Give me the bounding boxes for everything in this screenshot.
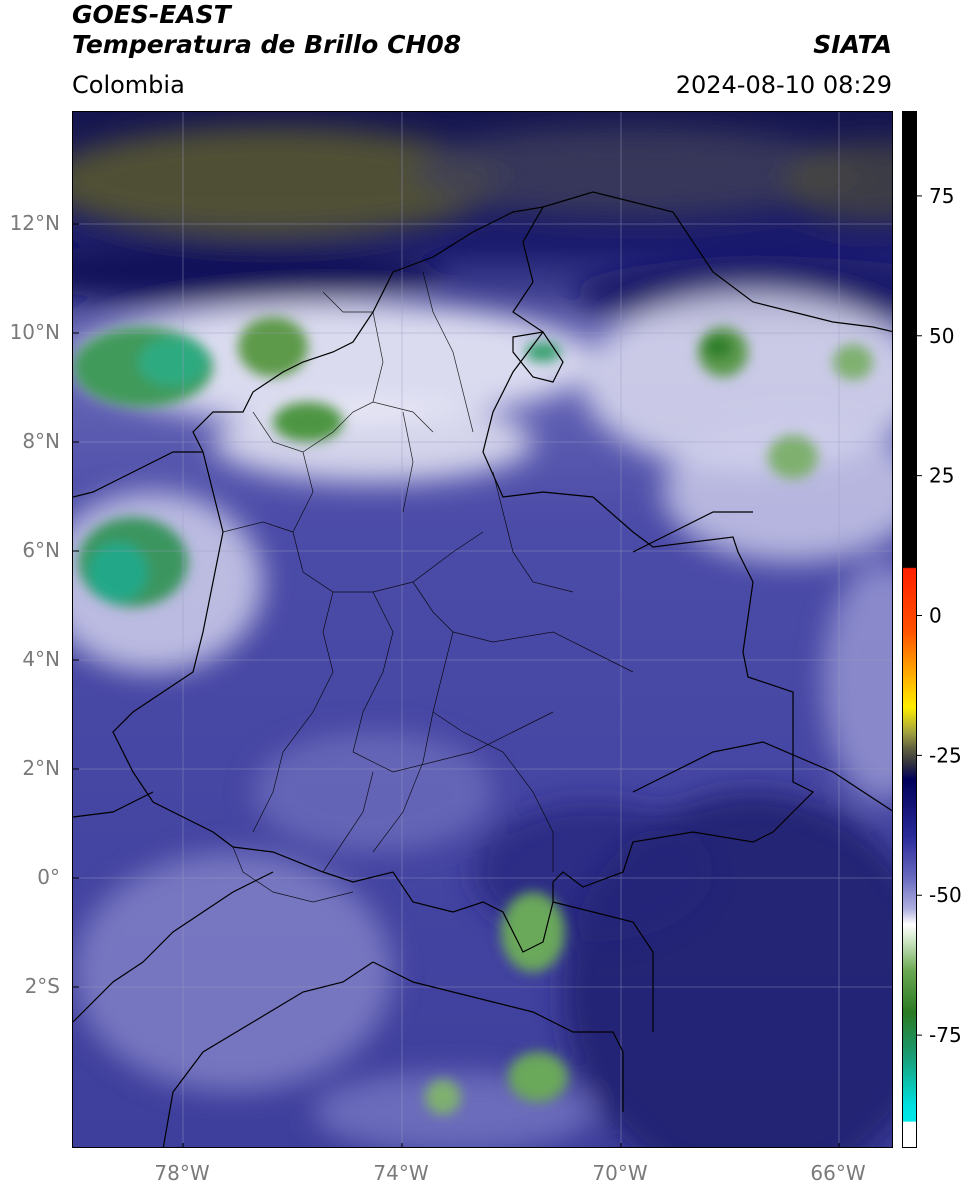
colorbar-tick-label: -75 [929,1023,962,1047]
colorbar-tick-label: 25 [929,464,954,488]
lon-label-66w: 66°W [810,1161,865,1185]
cloud-field [73,127,892,1147]
colorbar-tick-label: -50 [929,883,962,907]
region-label: Colombia [72,71,185,99]
title-satellite: GOES-EAST [72,0,231,29]
colorbar-tick-label: -25 [929,743,962,767]
lon-label-74w: 74°W [373,1161,428,1185]
organization-label: SIATA [813,30,892,59]
colorbar [902,111,917,1148]
title-product: Temperatura de Brillo CH08 [72,30,462,59]
map-canvas [73,112,892,1147]
frame-ticks [73,223,840,1147]
borders [73,191,892,1147]
lat-label-10n: 10°N [10,320,60,344]
graticule [73,112,892,1147]
convective-cores [73,317,873,1115]
colorbar-tick-label: 75 [929,184,954,208]
lat-label-4n: 4°N [22,647,60,671]
lat-label-6n: 6°N [22,538,60,562]
lat-label-0: 0° [37,865,60,889]
colorbar-tick-label: 50 [929,324,954,348]
colorbar-tick-label: 0 [929,604,942,628]
lat-label-8n: 8°N [22,429,60,453]
satellite-map[interactable] [72,111,893,1148]
lat-label-12n: 12°N [10,211,60,235]
lon-label-70w: 70°W [592,1161,647,1185]
department-borders [222,271,634,903]
lat-label-2n: 2°N [22,756,60,780]
lon-label-78w: 78°W [154,1161,209,1185]
timestamp-label: 2024-08-10 08:29 [675,71,892,99]
lat-label-2s: 2°S [25,974,60,998]
